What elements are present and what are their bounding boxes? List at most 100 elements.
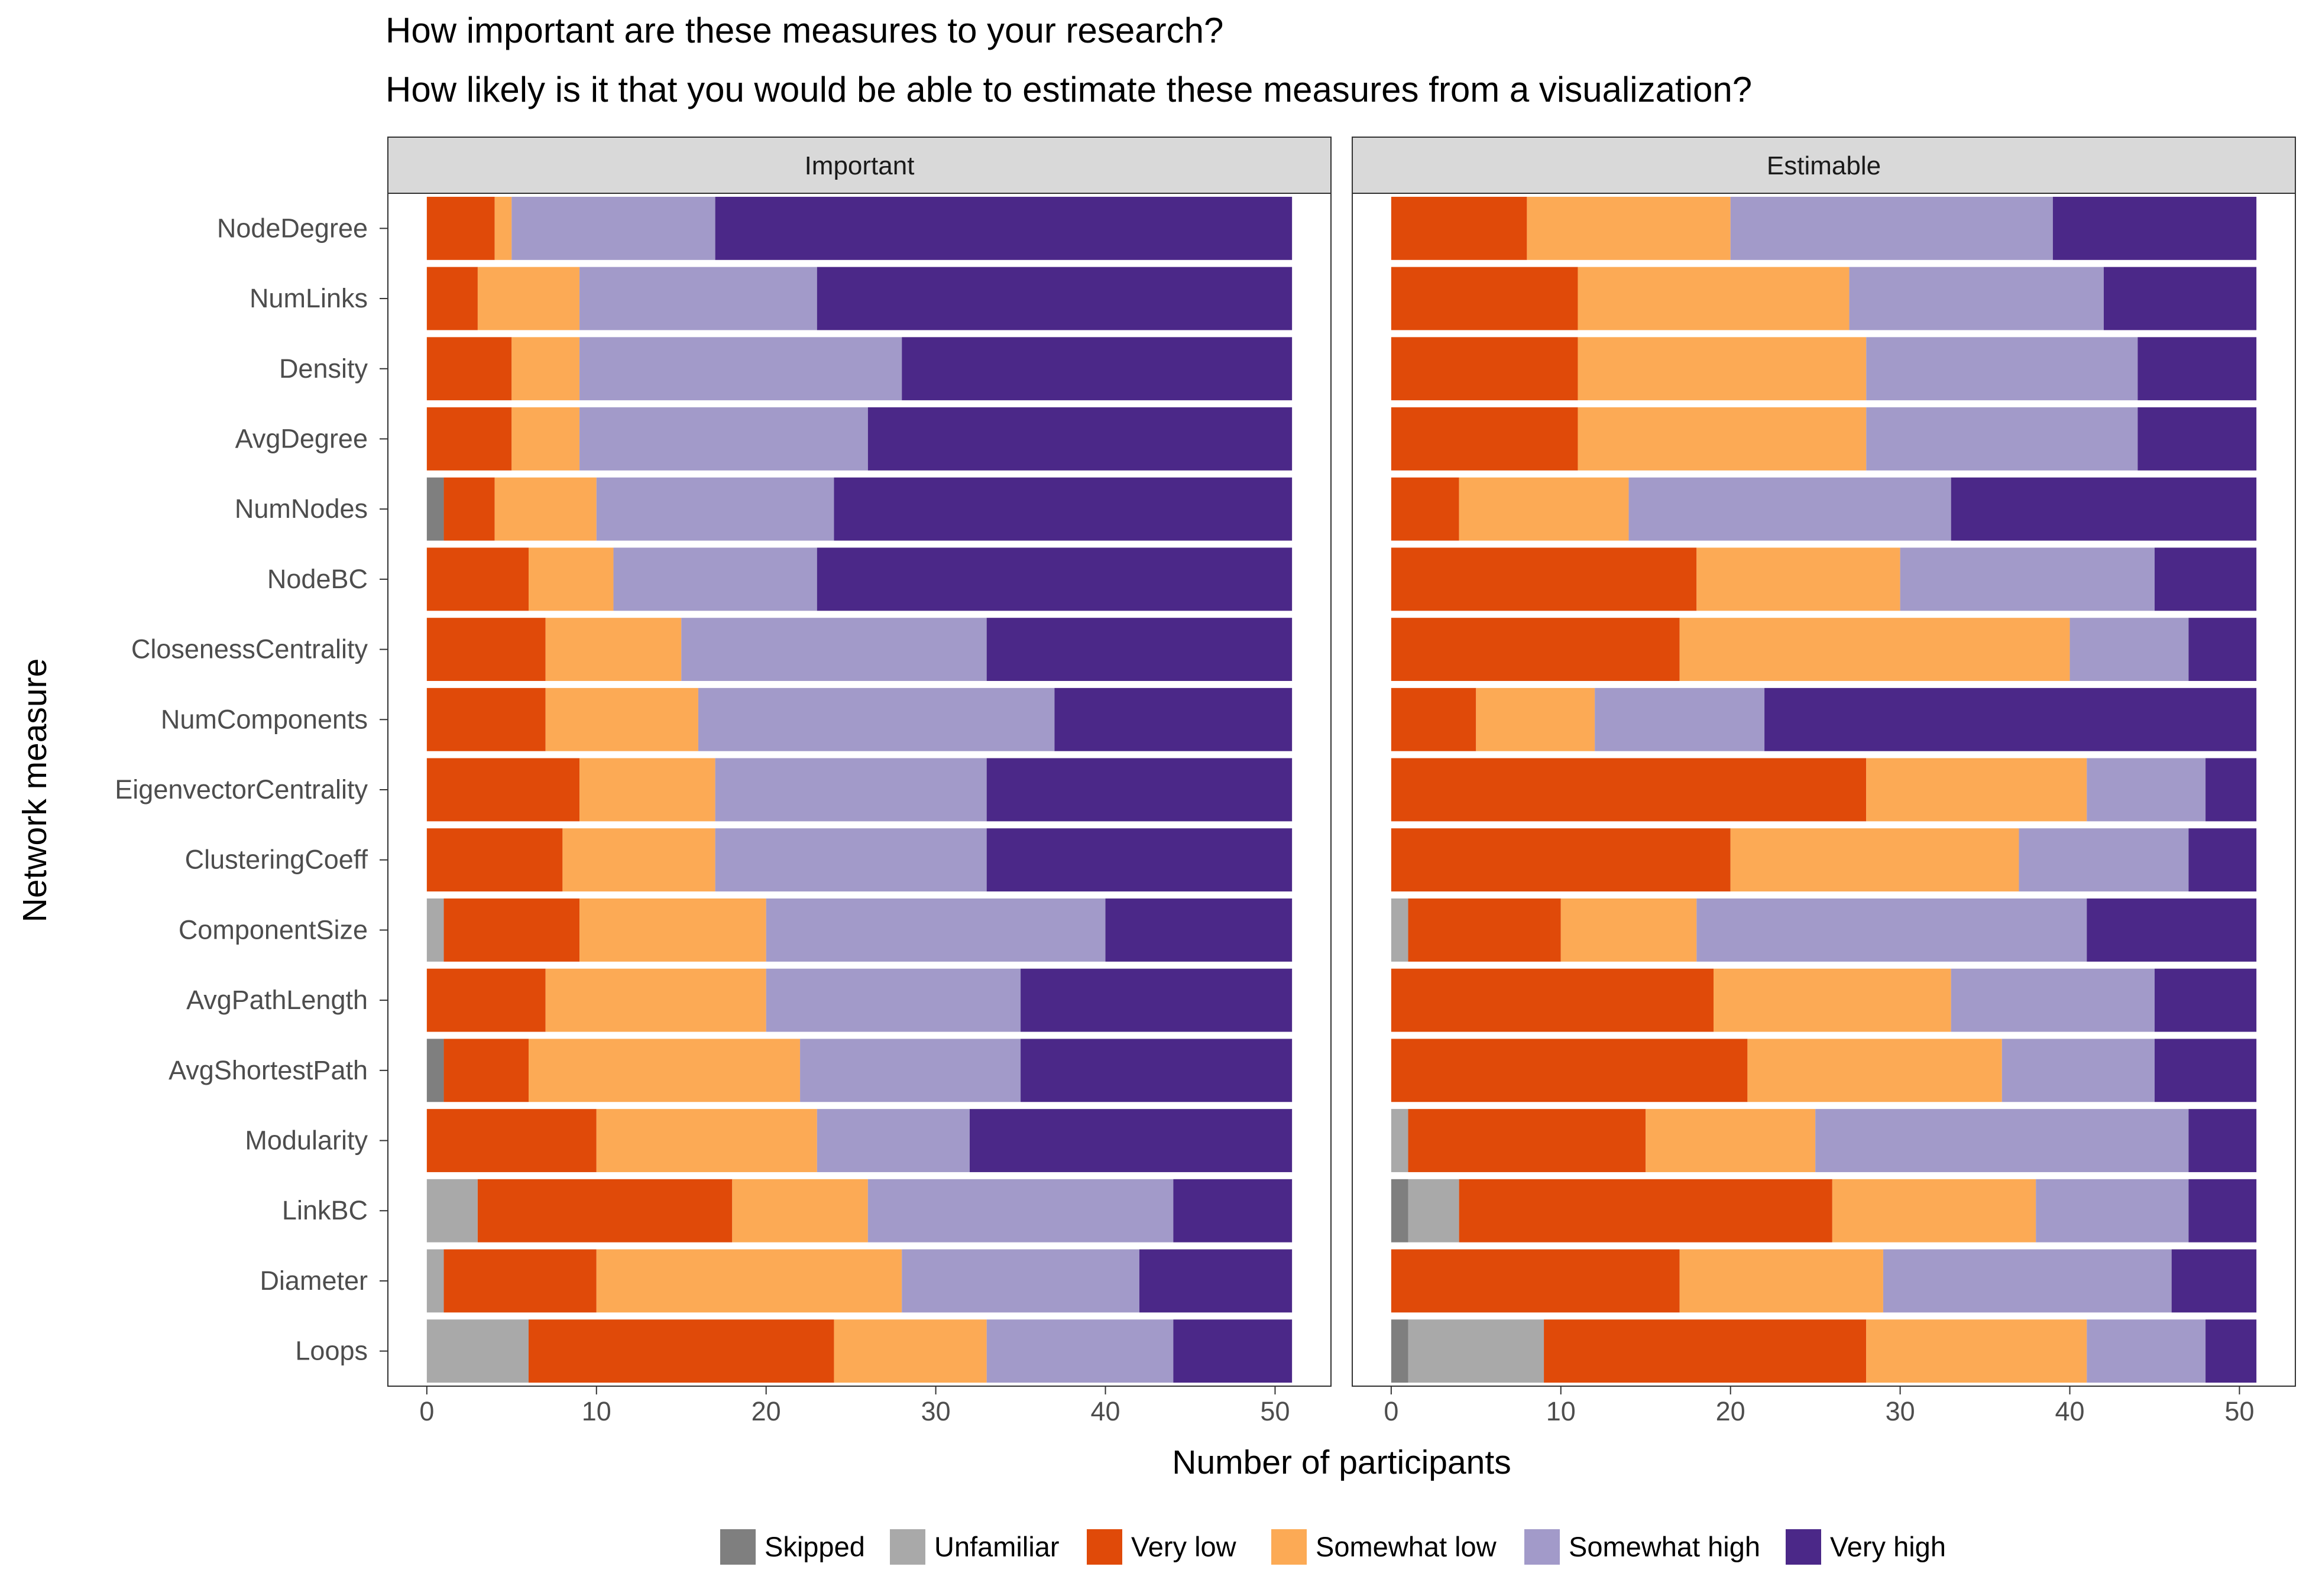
bar-estimable-numnodes-very-low (1391, 477, 1459, 541)
bar-important-closenesscentrality-very-high (986, 618, 1293, 682)
bar-estimable-avgdegree-very-low (1391, 407, 1578, 471)
bar-important-avgshortestpath-skipped (426, 1039, 444, 1102)
bar-estimable-closenesscentrality-somewhat-high (2069, 618, 2189, 682)
bar-estimable-numlinks-very-low (1391, 267, 1578, 330)
y-tick-label-eigenvectorcentrality: EigenvectorCentrality (115, 774, 368, 805)
bar-important-loops-very-low (529, 1319, 834, 1383)
bar-important-avgpathlength-very-high (1021, 968, 1293, 1032)
bar-important-avgshortestpath-somewhat-high (800, 1039, 1021, 1102)
x-axis-estimable: 0 10 20 30 40 50 (1384, 1386, 2254, 1426)
x-tick-label-estimable-10: 10 (1546, 1396, 1576, 1426)
bar-estimable-nodebc-somewhat-low (1696, 547, 1900, 611)
bar-important-linkbc-very-low (477, 1179, 733, 1243)
bar-estimable-nodedegree-very-high (2052, 196, 2257, 260)
chart-title-line-1: How important are these measures to your… (386, 11, 1223, 50)
y-axis-title: Network measure (16, 658, 54, 923)
bar-important-nodedegree-very-high (715, 196, 1293, 260)
bar-important-componentsize-very-high (1105, 898, 1293, 962)
y-axis: NodeDegree NumLinks Density AvgDegree NumNod… (115, 213, 388, 1366)
bar-important-numcomponents-very-low (426, 687, 546, 751)
y-tick-label-loops: Loops (295, 1336, 368, 1366)
bar-important-density-very-high (902, 337, 1293, 401)
bar-important-numnodes-somewhat-low (494, 477, 597, 541)
bar-important-avgdegree-very-high (867, 407, 1293, 471)
panel-estimable: Estimable 0 10 20 30 40 50 (1352, 137, 2296, 1426)
y-tick-label-avgdegree: AvgDegree (235, 423, 368, 453)
bar-important-componentsize-somewhat-low (579, 898, 766, 962)
y-tick-label-avgpathlength: AvgPathLength (186, 985, 368, 1015)
y-tick-label-clusteringcoeff: ClusteringCoeff (185, 845, 368, 875)
bar-estimable-avgshortestpath-somewhat-high (2001, 1039, 2155, 1102)
panel-border-estimable (1352, 193, 2296, 1387)
bar-important-clusteringcoeff-somewhat-low (562, 828, 715, 892)
bar-important-diameter-somewhat-low (596, 1249, 902, 1313)
x-tick-label-estimable-50: 50 (2224, 1396, 2254, 1426)
y-tick-label-numnodes: NumNodes (235, 494, 368, 524)
bar-estimable-componentsize-unfamiliar (1391, 898, 1408, 962)
bar-important-componentsize-somewhat-high (766, 898, 1106, 962)
bar-estimable-linkbc-very-high (2188, 1179, 2257, 1243)
bar-important-avgshortestpath-somewhat-low (529, 1039, 801, 1102)
bar-important-avgpathlength-very-low (426, 968, 546, 1032)
x-tick-label-important-0: 0 (419, 1396, 434, 1426)
bar-important-modularity-very-high (969, 1109, 1293, 1172)
bar-estimable-density-very-low (1391, 337, 1578, 401)
bar-important-avgdegree-somewhat-low (511, 407, 580, 471)
y-tick-label-componentsize: ComponentSize (179, 914, 368, 945)
bar-important-diameter-unfamiliar (426, 1249, 444, 1313)
bar-estimable-nodebc-very-low (1391, 547, 1697, 611)
bar-estimable-eigenvectorcentrality-very-low (1391, 758, 1867, 822)
bar-estimable-componentsize-very-low (1408, 898, 1561, 962)
bar-important-numlinks-very-high (817, 267, 1293, 330)
x-tick-label-estimable-0: 0 (1384, 1396, 1398, 1426)
bar-estimable-numlinks-somewhat-high (1849, 267, 2104, 330)
x-tick-label-estimable-40: 40 (2055, 1396, 2085, 1426)
x-tick-label-important-50: 50 (1260, 1396, 1290, 1426)
bar-estimable-nodedegree-somewhat-high (1730, 196, 2053, 260)
bar-estimable-eigenvectorcentrality-somewhat-high (2087, 758, 2206, 822)
bar-important-modularity-somewhat-high (817, 1109, 970, 1172)
bar-important-loops-unfamiliar (426, 1319, 529, 1383)
bar-important-nodebc-somewhat-low (529, 547, 614, 611)
x-tick-label-estimable-20: 20 (1716, 1396, 1745, 1426)
bar-important-nodedegree-somewhat-high (511, 196, 715, 260)
bar-important-avgdegree-somewhat-high (579, 407, 868, 471)
bar-important-clusteringcoeff-somewhat-high (715, 828, 987, 892)
bar-important-density-very-low (426, 337, 512, 401)
legend-swatch-somewhat-high (1524, 1529, 1560, 1565)
bar-important-eigenvectorcentrality-very-low (426, 758, 580, 822)
bar-estimable-linkbc-skipped (1391, 1179, 1408, 1243)
bar-important-eigenvectorcentrality-somewhat-high (715, 758, 987, 822)
y-tick-label-modularity: Modularity (245, 1125, 368, 1156)
bar-estimable-avgpathlength-somewhat-low (1714, 968, 1951, 1032)
bar-estimable-diameter-somewhat-high (1883, 1249, 2172, 1313)
x-tick-label-important-10: 10 (582, 1396, 611, 1426)
bar-important-numlinks-somewhat-low (477, 267, 580, 330)
bar-important-linkbc-very-high (1173, 1179, 1293, 1243)
bar-important-diameter-somewhat-high (902, 1249, 1139, 1313)
y-tick-label-density: Density (279, 353, 368, 384)
bar-estimable-avgdegree-somewhat-low (1578, 407, 1867, 471)
bar-important-clusteringcoeff-very-low (426, 828, 563, 892)
bar-estimable-closenesscentrality-somewhat-low (1679, 618, 2070, 682)
bar-important-modularity-very-low (426, 1109, 597, 1172)
bar-important-nodebc-very-low (426, 547, 529, 611)
bar-important-avgdegree-very-low (426, 407, 512, 471)
x-tick-label-estimable-30: 30 (1886, 1396, 1915, 1426)
bar-important-diameter-very-low (443, 1249, 597, 1313)
bar-estimable-clusteringcoeff-very-high (2188, 828, 2257, 892)
bars-important (426, 196, 1293, 1383)
bar-important-clusteringcoeff-very-high (986, 828, 1293, 892)
bar-important-loops-very-high (1173, 1319, 1293, 1383)
bar-estimable-linkbc-somewhat-low (1832, 1179, 2036, 1243)
bar-estimable-loops-skipped (1391, 1319, 1408, 1383)
strip-label-estimable: Estimable (1767, 151, 1881, 180)
bar-important-density-somewhat-low (511, 337, 580, 401)
bar-estimable-numnodes-somewhat-low (1459, 477, 1629, 541)
bar-estimable-closenesscentrality-very-high (2188, 618, 2257, 682)
bar-important-numcomponents-somewhat-low (545, 687, 698, 751)
bar-important-numcomponents-somewhat-high (698, 687, 1055, 751)
strip-important (387, 137, 1332, 194)
bar-estimable-diameter-somewhat-low (1679, 1249, 1883, 1313)
